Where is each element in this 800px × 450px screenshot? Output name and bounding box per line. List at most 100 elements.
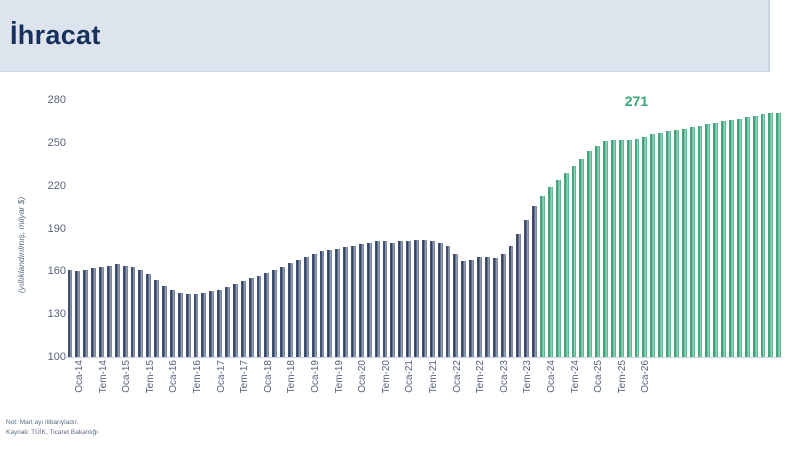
bar-slot [523,100,531,357]
bar-slot [121,100,129,357]
x-axis-tick: Tem-20 [380,360,392,394]
actual-bar [398,241,404,357]
bar-slot [515,100,523,357]
forecast-bar [587,151,593,357]
actual-bar [169,289,175,357]
bar-slot [318,100,326,357]
bar-slot [224,100,232,357]
bar-slot [688,100,696,357]
actual-bar [295,259,301,357]
actual-bar [114,264,120,357]
bar-slot [554,100,562,357]
forecast-bar [768,112,774,357]
bar-slot [389,100,397,357]
actual-bar [201,292,207,357]
chart-container: (yıllıklandırılmış, milyar $) 100 130 160 1… [0,72,800,450]
y-axis-tick: 160 [47,265,66,278]
bar-slot [641,100,649,357]
actual-bar [99,267,104,357]
actual-bar [429,241,435,357]
x-axis-tick: Oca-26 [640,360,652,393]
bar-slot [775,100,783,357]
bar-slot [208,100,216,357]
actual-bar [508,245,514,357]
forecast-bar [618,139,624,357]
actual-bar [67,269,73,357]
bar-slot [531,100,539,357]
bar-slot [287,100,295,357]
x-axis-tick: Tem-17 [239,360,251,394]
actual-bar [351,245,356,357]
footnote-note: Not: Mart ayı itibarıyladır. [6,419,79,426]
bar-slot [397,100,405,357]
actual-bar [240,281,246,357]
actual-bar [445,245,451,357]
bar-slot [696,100,704,357]
bar-slot [657,100,665,357]
y-axis-tick: 220 [47,179,66,192]
bar-slot [326,100,334,357]
bar-slot [153,100,161,357]
bar-slot [452,100,460,357]
actual-bar [437,242,443,357]
x-axis-tick: Oca-25 [593,360,605,393]
actual-bar [248,278,254,357]
actual-bar [516,234,522,357]
forecast-bar [760,114,766,357]
actual-bar [500,254,506,357]
actual-bar [532,205,537,357]
bar-slot [66,100,74,357]
bar-slot [672,100,680,357]
bar-slot [570,100,578,357]
bar-slot [129,100,137,357]
forecast-bar [540,195,545,357]
actual-bar [421,239,427,357]
x-axis-tick: Oca-20 [357,360,369,393]
forecast-bar [713,122,719,357]
bar-slot [751,100,759,357]
actual-bar [484,257,490,357]
x-axis-tick: Tem-23 [522,360,534,394]
x-axis-tick: Tem-22 [475,360,487,394]
forecast-bar [721,121,726,357]
actual-bar [492,258,498,357]
forecast-bar [650,134,656,357]
y-axis-tick: 280 [47,94,66,106]
actual-bar [209,291,215,357]
bar-slot [476,100,484,357]
forecast-bar [776,112,782,357]
y-axis-tick: 130 [47,308,66,321]
forecast-bar [634,138,640,357]
bar-slot [310,100,318,357]
bar-slot [279,100,287,357]
bar-slot [82,100,90,357]
bar-slot [184,100,192,357]
actual-bar [154,279,159,357]
actual-bar [335,248,341,357]
forecast-bar [571,165,577,357]
x-axis-tick: Oca-15 [121,360,133,393]
x-axis-tick: Oca-22 [451,360,463,393]
bar-slot [539,100,547,357]
bar-slot [200,100,208,357]
x-axis-tick: Tem-25 [616,360,628,394]
actual-bar [162,285,167,357]
bar-slot [176,100,184,357]
x-axis-tick: Oca-19 [309,360,321,393]
x-axis-tick: Oca-23 [498,360,510,393]
y-axis-tick: 190 [47,222,66,235]
x-axis-tick: Tem-19 [333,360,345,394]
bar-slot [728,100,736,357]
bar-slot [507,100,515,357]
footnotes: Not: Mart ayı itibarıyladır. Kaynak: TÜİ… [6,418,98,438]
bar-slot [633,100,641,357]
forecast-bar [610,139,616,357]
bar-slot [491,100,499,357]
actual-bar [366,242,372,357]
bar-slot [420,100,428,357]
bar-slot [586,100,594,357]
forecast-bar [752,115,758,357]
bar-series [66,100,782,357]
bar-slot [357,100,365,357]
actual-bar [390,242,396,357]
